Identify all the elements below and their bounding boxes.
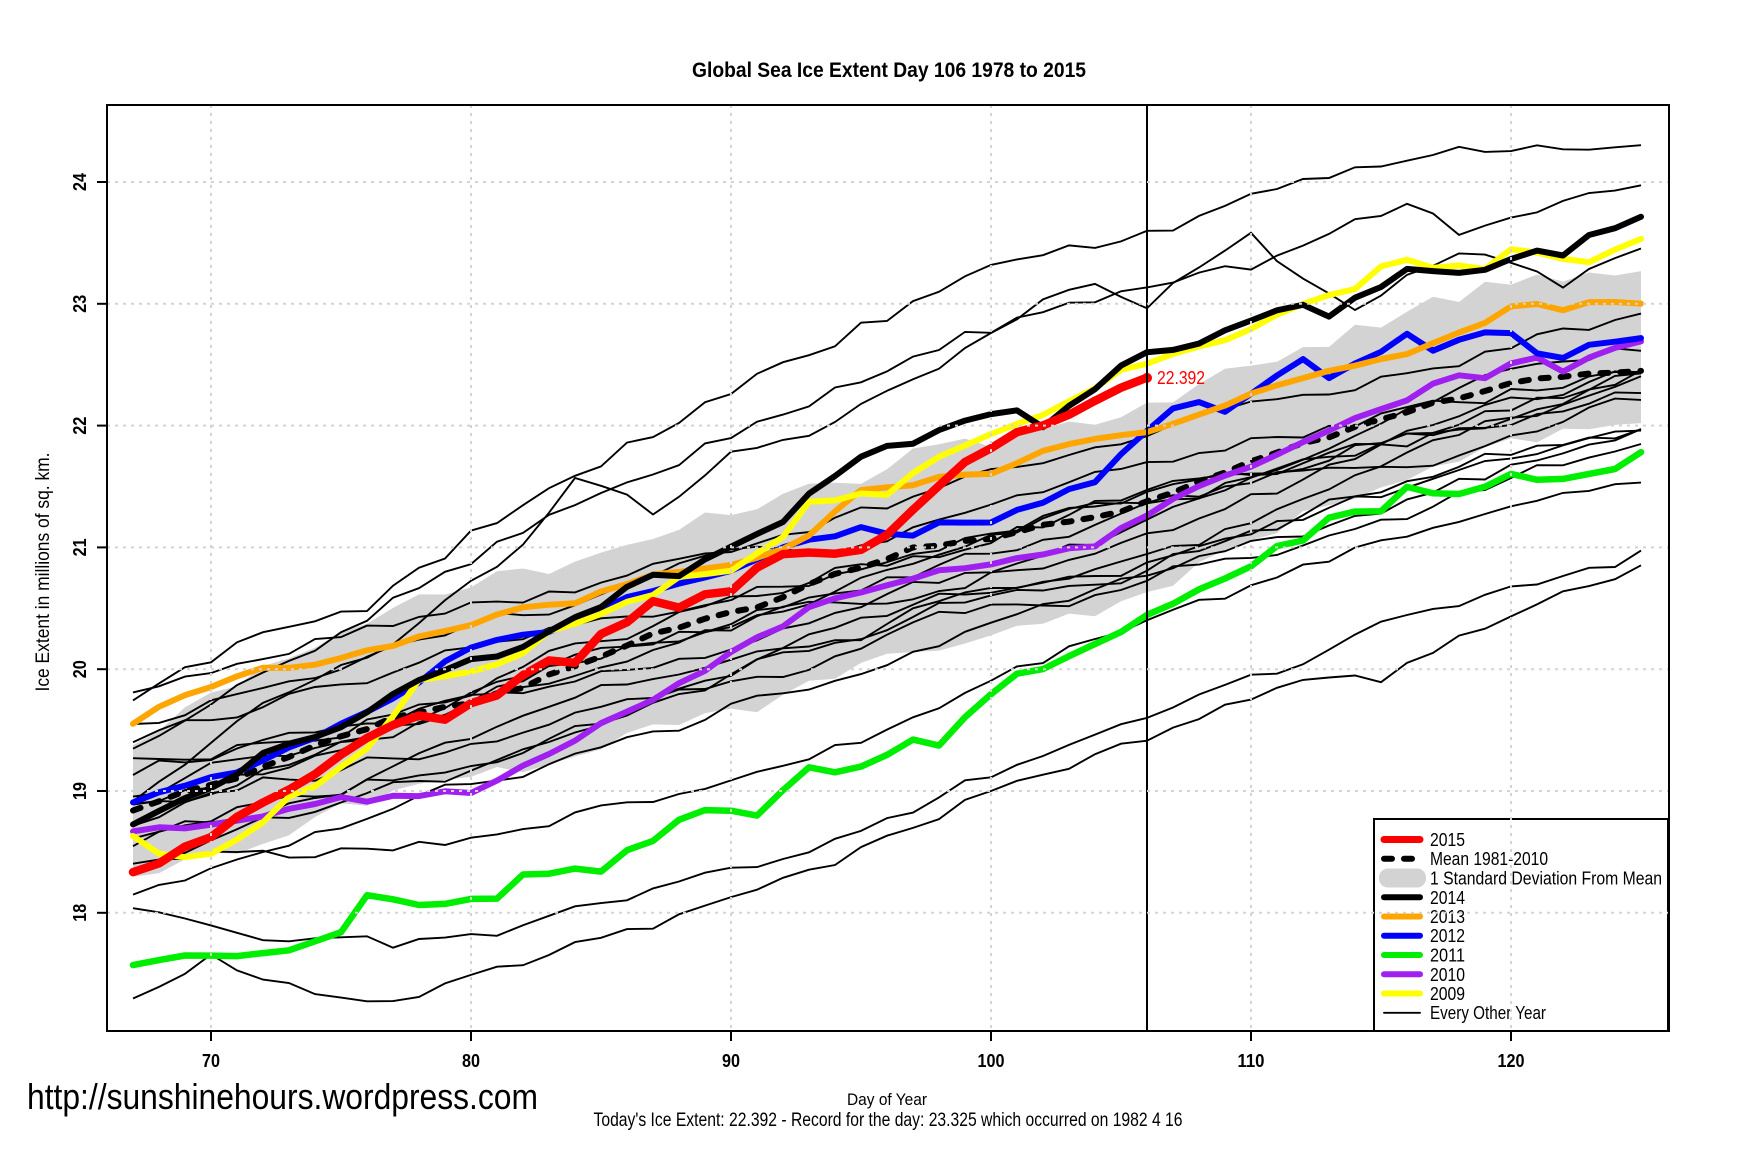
- svg-text:2012: 2012: [1430, 926, 1465, 946]
- svg-text:90: 90: [722, 1051, 740, 1071]
- svg-text:19: 19: [70, 782, 90, 800]
- svg-text:21: 21: [70, 538, 90, 556]
- svg-text:2009: 2009: [1430, 984, 1465, 1004]
- svg-text:120: 120: [1498, 1051, 1525, 1071]
- svg-text:2014: 2014: [1430, 888, 1465, 908]
- svg-text:110: 110: [1238, 1051, 1265, 1071]
- svg-text:Day of Year: Day of Year: [847, 1091, 927, 1109]
- svg-text:22.392: 22.392: [1157, 368, 1205, 388]
- svg-text:http://sunshinehours.wordpress: http://sunshinehours.wordpress.com: [27, 1076, 538, 1117]
- svg-text:70: 70: [202, 1051, 220, 1071]
- svg-text:20: 20: [70, 660, 90, 678]
- svg-text:24: 24: [70, 173, 90, 191]
- svg-text:2011: 2011: [1430, 946, 1465, 966]
- svg-text:1 Standard Deviation From Mean: 1 Standard Deviation From Mean: [1430, 869, 1662, 889]
- svg-text:Global Sea Ice Extent Day 106: Global Sea Ice Extent Day 106 1978 to 20…: [692, 59, 1086, 82]
- svg-text:22: 22: [70, 417, 90, 435]
- svg-text:Every Other Year: Every Other Year: [1430, 1003, 1546, 1023]
- svg-text:Ice Extent in millions of sq.: Ice Extent in millions of sq. km.: [33, 453, 54, 692]
- svg-text:18: 18: [70, 904, 90, 922]
- svg-text:23: 23: [70, 295, 90, 313]
- svg-text:Mean 1981-2010: Mean 1981-2010: [1430, 849, 1548, 869]
- svg-text:80: 80: [462, 1051, 480, 1071]
- svg-text:2015: 2015: [1430, 830, 1465, 850]
- svg-text:2010: 2010: [1430, 965, 1465, 985]
- svg-text:100: 100: [978, 1051, 1005, 1071]
- svg-text:2013: 2013: [1430, 907, 1465, 927]
- svg-text:Today's Ice Extent: 22.392 -: Today's Ice Extent: 22.392 - Record for …: [594, 1109, 1183, 1131]
